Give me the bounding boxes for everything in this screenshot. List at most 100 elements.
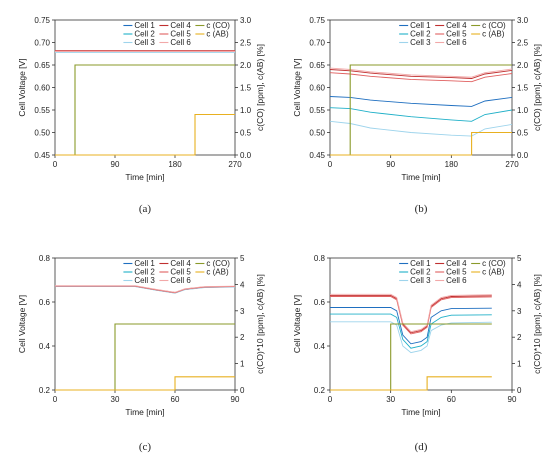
y-tick-label: 0.70 (34, 39, 50, 48)
y2-tick-label: 2 (240, 333, 245, 342)
y-tick-label: 0.55 (309, 106, 325, 115)
legend-entry: Cell 5 (170, 30, 191, 39)
legend-entry: Cell 4 (446, 21, 467, 30)
x-tick-label: 180 (445, 160, 459, 169)
x-tick-label: 270 (505, 160, 519, 169)
y2-tick-label: 2.0 (240, 61, 252, 70)
x-tick-label: 90 (231, 395, 240, 404)
y2-tick-label: 5 (517, 254, 522, 263)
y2-tick-label: 4 (240, 280, 245, 289)
legend-entry: Cell 3 (410, 38, 431, 47)
legend-entry: c (AB) (206, 30, 229, 39)
y2-axis-label: c(CO) [ppm], c(AB) [%] (532, 44, 542, 131)
legend-entry: Cell 2 (410, 268, 431, 277)
chart-panel-4: 0 30 60 90 0.2 0.4 0.6 0.8 0 1 2 3 4 5 Time [min] Cell … (292, 254, 542, 453)
y2-axis-label: c(CO)*10 [ppm], c(AB) [%] (532, 274, 542, 374)
x-axis-label: Time [min] (125, 407, 164, 417)
legend-entry: c (CO) (206, 21, 230, 30)
y2-tick-label: 0 (517, 386, 522, 395)
legend-entry: Cell 2 (134, 268, 155, 277)
y-axis-label: Cell Voltage [V] (292, 58, 302, 116)
y-tick-label: 0.60 (309, 84, 325, 93)
series-line-c-co (55, 323, 235, 391)
y2-tick-label: 2 (517, 333, 522, 342)
y2-tick-label: 1 (240, 360, 245, 369)
legend-entry: Cell 5 (170, 268, 191, 277)
legend-entry: c (CO) (482, 21, 506, 30)
x-tick-label: 90 (111, 160, 120, 169)
legend-entry: Cell 3 (134, 276, 155, 285)
x-axis-label: Time [min] (401, 407, 440, 417)
x-tick-label: 180 (168, 160, 182, 169)
y-tick-label: 0.6 (39, 298, 51, 307)
y2-tick-label: 2.5 (517, 39, 529, 48)
legend-entry: Cell 4 (170, 21, 191, 30)
y-tick-label: 0.6 (314, 298, 326, 307)
y2-tick-label: 3.0 (517, 16, 529, 25)
y-tick-label: 0.8 (314, 254, 326, 263)
series-line-cell-2 (330, 313, 492, 349)
series-line-cell-2 (329, 107, 513, 122)
series-line-c-ab (55, 376, 235, 391)
y-tick-label: 0.8 (39, 254, 51, 263)
y-tick-label: 0.65 (34, 61, 50, 70)
y2-tick-label: 1.0 (240, 106, 252, 115)
series-line-c-ab (55, 113, 235, 156)
x-tick-label: 0 (328, 160, 333, 169)
x-tick-label: 90 (386, 160, 395, 169)
y-tick-label: 0.2 (314, 386, 326, 395)
legend-entry: c (AB) (482, 268, 505, 277)
series-line-cell-6 (55, 285, 236, 293)
chart-panel-2: 0 90 180 270 0.45 0.50 0.55 0.60 0.65 0.70 0.75 0.0… (292, 16, 542, 215)
series-line-c-ab (330, 131, 512, 156)
x-axis-label: Time [min] (401, 172, 440, 182)
legend-entry: Cell 4 (170, 259, 191, 268)
x-tick-label: 0 (328, 395, 333, 404)
y-tick-label: 0.70 (309, 39, 325, 48)
x-tick-label: 270 (228, 160, 242, 169)
legend-entry: c (AB) (206, 268, 229, 277)
y-tick-label: 0.65 (309, 61, 325, 70)
series-line-cell-3 (329, 120, 513, 137)
y2-tick-label: 2.0 (517, 61, 529, 70)
x-tick-label: 0 (53, 395, 58, 404)
y2-tick-label: 1.5 (240, 84, 252, 93)
legend-entry: Cell 6 (170, 276, 191, 285)
y2-tick-label: 0.5 (517, 129, 529, 138)
y-tick-label: 0.75 (34, 16, 50, 25)
legend-entry: c (CO) (206, 259, 230, 268)
y-tick-label: 0.4 (39, 342, 51, 351)
legend-entry: Cell 6 (446, 276, 467, 285)
y2-tick-label: 1 (517, 360, 522, 369)
legend-entry: Cell 5 (446, 30, 467, 39)
y2-tick-label: 3 (240, 307, 245, 316)
y2-tick-label: 2.5 (240, 39, 252, 48)
series-line-c-co (55, 64, 235, 156)
y2-tick-label: 0.0 (240, 151, 252, 160)
y2-tick-label: 0.0 (517, 151, 529, 160)
series-line-cell-6 (329, 67, 513, 78)
y2-tick-label: 1.5 (517, 84, 529, 93)
panel-label: (b) (415, 203, 428, 215)
y-axis-label: Cell Voltage [V] (17, 295, 27, 353)
panel-label: (a) (139, 203, 152, 215)
x-axis-label: Time [min] (125, 172, 164, 182)
legend-entry: Cell 3 (410, 276, 431, 285)
x-tick-label: 90 (508, 395, 517, 404)
y-axis-label: Cell Voltage [V] (292, 295, 302, 353)
series-line-cell-6 (330, 293, 492, 333)
legend-entry: Cell 1 (410, 21, 431, 30)
series-line-cell-1 (329, 96, 513, 107)
legend-entry: Cell 6 (446, 38, 467, 47)
y-tick-label: 0.50 (34, 129, 50, 138)
y2-tick-label: 1.0 (517, 106, 529, 115)
chart-panel-1: 0 90 180 270 0.45 0.50 0.55 0.60 0.65 0.70 0.75 0.0… (17, 16, 265, 215)
panel-label: (d) (415, 441, 428, 453)
series-line-cell-5 (329, 72, 513, 83)
series-line-cell-5 (330, 296, 492, 335)
x-tick-label: 30 (386, 395, 395, 404)
legend-entry: Cell 1 (134, 21, 155, 30)
x-tick-label: 30 (111, 395, 120, 404)
panel-label: (c) (139, 441, 152, 453)
